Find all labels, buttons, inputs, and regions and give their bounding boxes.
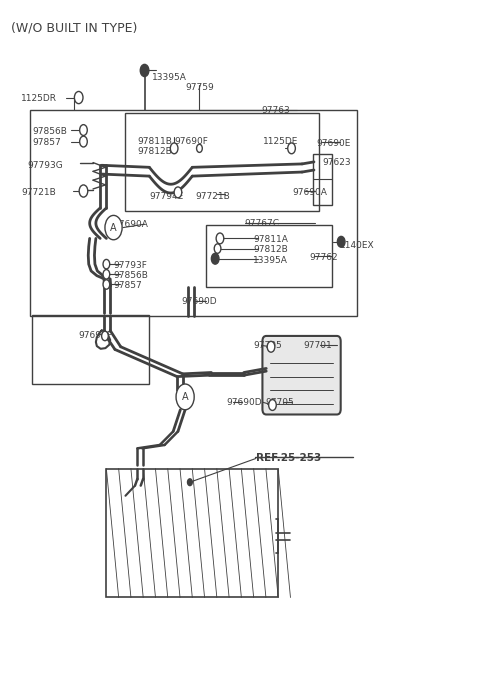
Bar (125, 113, 319, 211)
Text: 97794E: 97794E (149, 192, 183, 201)
Text: 97690D: 97690D (182, 297, 217, 306)
Text: 97811A: 97811A (253, 235, 288, 244)
Circle shape (103, 259, 110, 269)
Circle shape (176, 384, 194, 410)
Text: 97856B: 97856B (33, 127, 67, 136)
Text: 97759: 97759 (185, 83, 214, 92)
Text: 97690A: 97690A (114, 220, 148, 228)
Bar (313, 154, 332, 205)
Text: 97857: 97857 (114, 282, 142, 290)
Circle shape (170, 143, 178, 154)
Bar (33, 315, 149, 384)
Circle shape (140, 65, 149, 77)
Text: 97701: 97701 (303, 341, 332, 350)
Text: A: A (182, 392, 189, 402)
Text: 13395A: 13395A (152, 73, 187, 82)
Text: 97767C: 97767C (245, 219, 280, 228)
Circle shape (288, 143, 295, 154)
Text: 97690F: 97690F (174, 137, 208, 146)
Text: 97856B: 97856B (114, 271, 148, 280)
Text: 97705: 97705 (253, 341, 282, 350)
Text: 97857: 97857 (33, 139, 61, 148)
Circle shape (105, 216, 122, 240)
Text: 1125DE: 1125DE (263, 137, 298, 146)
Circle shape (267, 341, 275, 352)
Circle shape (197, 144, 202, 152)
Circle shape (216, 233, 224, 244)
Bar (107, 469, 278, 597)
Circle shape (103, 269, 110, 279)
Bar (205, 225, 332, 287)
Text: 97812B: 97812B (253, 245, 288, 254)
Text: 97690E: 97690E (316, 139, 351, 148)
Bar (30, 109, 357, 316)
Circle shape (188, 479, 192, 486)
Text: (W/O BUILT IN TYPE): (W/O BUILT IN TYPE) (11, 22, 137, 35)
Circle shape (80, 124, 87, 135)
Text: 97690D: 97690D (227, 398, 262, 407)
FancyBboxPatch shape (263, 336, 341, 415)
Text: 97811B: 97811B (137, 137, 172, 146)
Text: 97763: 97763 (262, 106, 290, 115)
Text: 97690F: 97690F (79, 330, 113, 340)
Text: 1140EX: 1140EX (340, 241, 375, 250)
Text: 97705: 97705 (265, 398, 294, 407)
Circle shape (174, 187, 182, 198)
Text: 13395A: 13395A (253, 256, 288, 265)
Circle shape (80, 136, 87, 147)
Text: 97721B: 97721B (196, 192, 230, 201)
Text: 1125DR: 1125DR (21, 95, 57, 103)
Text: 97812B: 97812B (137, 148, 172, 156)
Circle shape (269, 400, 276, 411)
Circle shape (337, 237, 345, 248)
Circle shape (74, 91, 83, 103)
Text: 97623: 97623 (322, 158, 351, 167)
Circle shape (103, 279, 110, 289)
Text: 97721B: 97721B (22, 188, 56, 197)
Circle shape (211, 254, 219, 264)
Circle shape (214, 244, 221, 254)
Text: REF.25-253: REF.25-253 (256, 453, 321, 463)
Text: A: A (110, 222, 117, 233)
Text: 97690A: 97690A (292, 188, 327, 197)
Circle shape (79, 185, 88, 197)
Text: 97762: 97762 (309, 253, 338, 262)
Text: 97793G: 97793G (28, 161, 63, 171)
Text: 97793F: 97793F (114, 261, 147, 270)
Circle shape (102, 331, 108, 341)
